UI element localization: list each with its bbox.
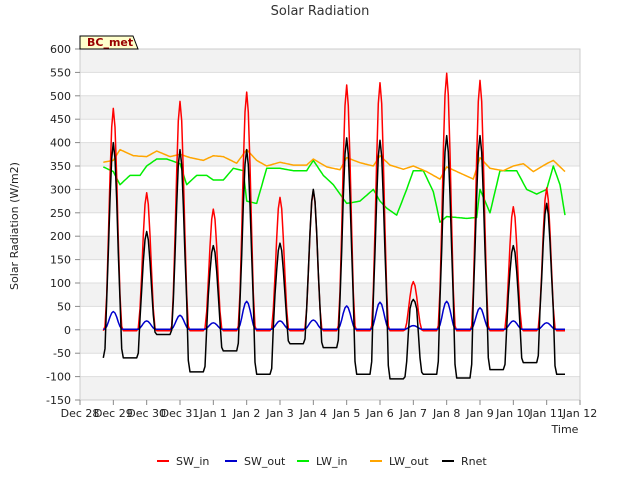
station-label-box: BC_met bbox=[79, 35, 139, 50]
y-tick-label: 150 bbox=[50, 254, 71, 267]
x-tick-label: Jan 7 bbox=[399, 407, 427, 420]
y-tick-label: 250 bbox=[50, 207, 71, 220]
y-tick-label: 200 bbox=[50, 230, 71, 243]
x-tick-label: Dec 28 bbox=[61, 407, 100, 420]
y-tick-label: -50 bbox=[53, 347, 71, 360]
grid-band bbox=[80, 283, 580, 307]
legend-label: Rnet bbox=[461, 455, 487, 468]
y-tick-label: -100 bbox=[46, 371, 71, 384]
x-tick-label: Jan 8 bbox=[432, 407, 460, 420]
grid-band bbox=[80, 142, 580, 166]
plot-background-bands bbox=[80, 48, 580, 401]
station-label: BC_met bbox=[87, 36, 133, 49]
series-line-rnet bbox=[102, 134, 565, 380]
x-tick-label: Dec 31 bbox=[161, 407, 200, 420]
y-tick-label: 400 bbox=[50, 137, 71, 150]
grid-band bbox=[80, 49, 580, 73]
x-tick-label: Jan 12 bbox=[562, 407, 597, 420]
grid-band bbox=[80, 189, 580, 213]
y-axis: -150 -100 -50 0 50 100 150 200 250 300 350 400 450 50… bbox=[46, 43, 80, 407]
x-tick-label: Jan 5 bbox=[332, 407, 360, 420]
x-axis-title: Time bbox=[551, 423, 579, 436]
legend-label: LW_out bbox=[389, 455, 429, 468]
y-tick-label: 450 bbox=[50, 113, 71, 126]
x-tick-label: Jan 9 bbox=[465, 407, 493, 420]
legend-label: LW_in bbox=[316, 455, 348, 468]
legend-label: SW_out bbox=[244, 455, 286, 468]
x-tick-label: Jan 4 bbox=[299, 407, 327, 420]
grid-band bbox=[80, 95, 580, 120]
y-axis-title: Solar Radiation (W/m2) bbox=[8, 162, 21, 290]
y-tick-label: 100 bbox=[50, 277, 71, 290]
y-tick-label: 600 bbox=[50, 43, 71, 56]
x-tick-label: Dec 29 bbox=[94, 407, 133, 420]
series-line-lw-in bbox=[102, 158, 566, 223]
plot-frame bbox=[79, 48, 581, 401]
x-tick-label: Jan 3 bbox=[265, 407, 293, 420]
grid-band bbox=[80, 376, 580, 400]
x-tick-label: Jan 10 bbox=[495, 407, 530, 420]
series-lines bbox=[102, 72, 566, 380]
y-tick-label: -150 bbox=[46, 394, 71, 407]
y-tick-label: 0 bbox=[64, 324, 71, 337]
x-tick-label: Jan 2 bbox=[232, 407, 260, 420]
x-tick-label: Dec 30 bbox=[127, 407, 166, 420]
y-tick-label: 300 bbox=[50, 183, 71, 196]
y-tick-label: 350 bbox=[50, 160, 71, 173]
chart-title: Solar Radiation bbox=[271, 4, 370, 19]
grid-band bbox=[80, 236, 580, 260]
y-tick-label: 50 bbox=[57, 300, 71, 313]
x-tick-label: Jan 6 bbox=[365, 407, 393, 420]
legend-label: SW_in bbox=[176, 455, 209, 468]
station-label-background bbox=[79, 35, 139, 50]
x-tick-label: Jan 1 bbox=[199, 407, 227, 420]
legend: SW_in SW_out LW_in LW_out Rnet bbox=[157, 455, 487, 468]
x-tick-label: Jan 11 bbox=[528, 407, 563, 420]
y-tick-label: 550 bbox=[50, 66, 71, 79]
y-tick-label: 500 bbox=[50, 90, 71, 103]
series-line-sw-in bbox=[102, 72, 565, 332]
